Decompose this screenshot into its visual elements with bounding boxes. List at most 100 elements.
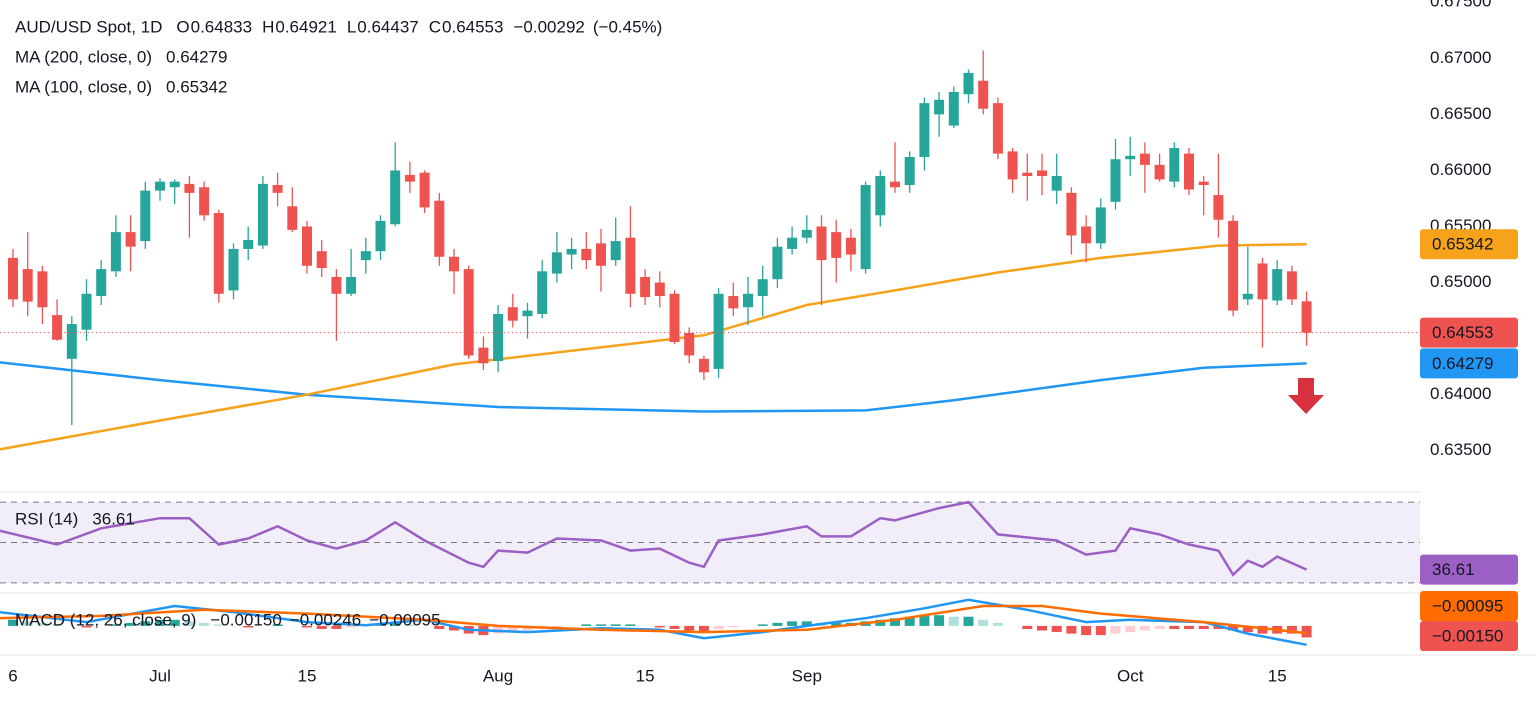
histogram-bar [316, 625, 327, 629]
histogram-bar [155, 619, 165, 626]
candle-body [110, 232, 121, 272]
candle-body [596, 243, 606, 266]
candle-body [287, 206, 298, 230]
candle-body [140, 190, 151, 242]
candle-body [169, 181, 180, 188]
candle-body [493, 313, 504, 362]
legend-text: H [262, 17, 274, 36]
candle-body [228, 248, 239, 291]
candle-body [860, 185, 871, 270]
histogram-bar [1051, 625, 1062, 633]
y-tick-label: 0.65000 [1430, 272, 1491, 291]
histogram-bar [904, 616, 915, 626]
histogram-bar [728, 625, 739, 628]
candle-body [1184, 153, 1194, 190]
histogram-bar [331, 625, 342, 629]
value-box-label: 0.65342 [1432, 235, 1493, 254]
histogram-bar [772, 622, 783, 626]
y-tick-label: 0.67500 [1430, 0, 1491, 11]
value-box-label: 0.64553 [1432, 323, 1493, 342]
candle-body [1037, 170, 1047, 177]
indicator-line [0, 500, 1308, 577]
histogram-bar [404, 624, 415, 626]
candle-body [610, 241, 621, 261]
x-tick-label: 15 [1268, 666, 1287, 685]
candle-body [522, 310, 533, 317]
histogram-bar [184, 621, 195, 626]
candle-body [1286, 271, 1297, 300]
last-value-box: 36.61 [1420, 554, 1518, 585]
x-tick-label: Oct [1117, 666, 1144, 685]
indicator-line [0, 361, 1307, 413]
candle-body [22, 269, 33, 302]
histogram-bar [346, 625, 357, 628]
histogram-bar [52, 624, 63, 626]
histogram-bar [684, 625, 695, 631]
value-box [1420, 348, 1518, 379]
histogram-bar [610, 624, 621, 626]
candle-body [890, 181, 900, 188]
indicator-line [0, 598, 1307, 647]
legend-text: 0.64833 [191, 17, 252, 36]
histogram-bar [1066, 625, 1077, 634]
histogram-bar [1081, 625, 1092, 636]
value-box [1420, 591, 1518, 621]
histogram-bar [713, 625, 724, 629]
histogram-bar [302, 625, 312, 628]
candle-body [743, 293, 753, 308]
candle-body [698, 358, 709, 373]
candle-body [1095, 207, 1106, 244]
candle-body [919, 103, 930, 157]
histogram-bar [449, 625, 459, 631]
candle-body [963, 72, 974, 95]
candle-body [948, 91, 959, 126]
legend-text: MA (200, close, 0) [15, 47, 152, 66]
candle-body [992, 103, 1003, 154]
x-tick-label: 6 [8, 666, 17, 685]
x-tick-label: Jul [149, 666, 171, 685]
candle-body [96, 269, 107, 297]
candle-body [449, 256, 459, 272]
legend-text: −0.00150 [210, 610, 281, 629]
histogram-bar [992, 622, 1003, 626]
y-tick-label: 0.66000 [1430, 160, 1491, 179]
candle-body [1125, 155, 1136, 160]
candle-body [654, 282, 665, 297]
candle-body [566, 248, 577, 255]
candle-body [772, 246, 783, 280]
legend-text: −0.00246 [290, 610, 361, 629]
histogram-bar [919, 615, 930, 626]
candle-body [801, 229, 812, 238]
candle-body [346, 276, 357, 294]
candle-body [728, 296, 739, 309]
histogram-bar [654, 625, 665, 628]
candle-body [184, 183, 195, 193]
value-box-label: −0.00150 [1432, 626, 1503, 645]
candle-body [978, 80, 989, 109]
legend-text: 0.64553 [442, 17, 503, 36]
candle-body [684, 333, 695, 356]
candle-body [360, 251, 371, 261]
candle-body [625, 237, 636, 294]
candle-body [125, 232, 136, 247]
histogram-bar [1125, 625, 1136, 633]
histogram-bar [140, 621, 151, 626]
candle-body [845, 237, 856, 255]
candle-body [1198, 181, 1209, 186]
candle-body [1242, 293, 1253, 300]
y-tick-label: 0.63500 [1430, 440, 1491, 459]
histogram-bar [1198, 625, 1209, 629]
legend-text: (−0.45%) [593, 17, 662, 36]
histogram-bar [875, 619, 886, 626]
value-box-label: 36.61 [1432, 560, 1475, 579]
histogram-bar [1110, 625, 1121, 634]
candle-body [434, 200, 445, 257]
candle-body [302, 226, 312, 266]
legend-text: 0.64279 [166, 47, 227, 66]
candle-body [1110, 159, 1121, 202]
legend-text: MA (100, close, 0) [15, 77, 152, 96]
histogram-bar [831, 622, 842, 626]
histogram-bar [596, 624, 606, 626]
candle-body [316, 251, 327, 268]
